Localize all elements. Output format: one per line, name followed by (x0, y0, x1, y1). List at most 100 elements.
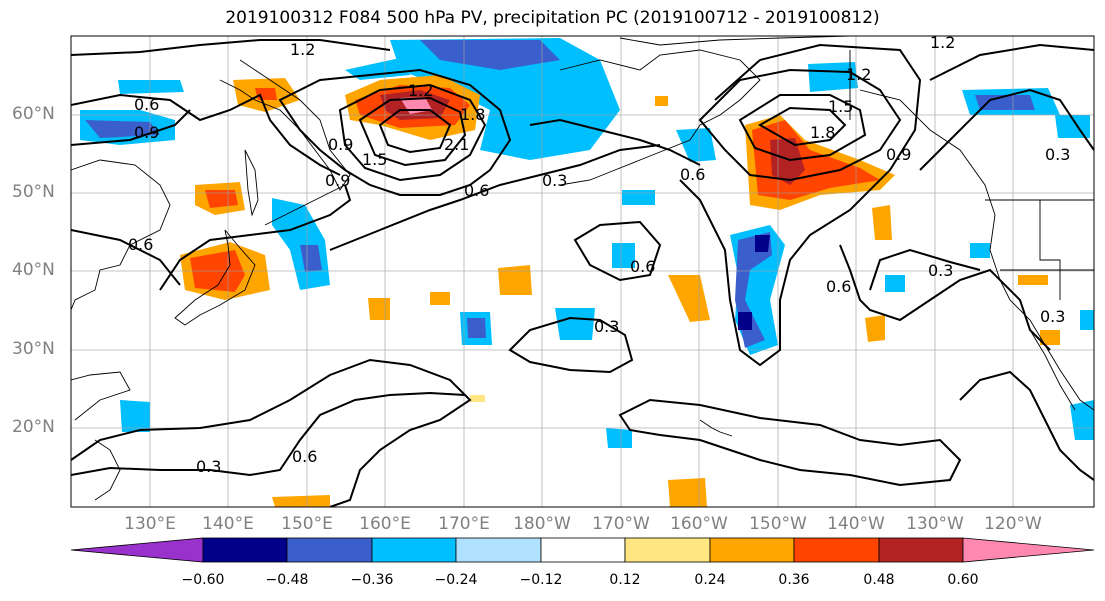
lon-label: 160°W (670, 514, 728, 534)
colorbar-segment (624, 537, 711, 563)
precip-warm-patch (368, 298, 390, 320)
pv-contour (738, 94, 867, 162)
precip-negative-shading (80, 38, 1094, 448)
colorbar-label: −0.48 (265, 572, 309, 588)
precip-warm-patch (470, 395, 485, 402)
pv-contour (529, 118, 701, 166)
pv-contours (71, 39, 1094, 507)
precip-blue-patch (622, 190, 655, 205)
baja-coast (1029, 329, 1076, 411)
precip-blue-patch (85, 120, 160, 138)
coastlines (71, 36, 1094, 501)
lat-label-60n: 60°N (12, 104, 55, 124)
colorbar-label: 0.60 (947, 572, 979, 588)
pv-contour (698, 68, 902, 182)
colorbar-segment (455, 537, 542, 563)
precip-blue-patch (970, 243, 990, 258)
contour-label: 1.8 (810, 123, 835, 142)
pv-contour (71, 39, 391, 56)
precip-blue-patch (755, 235, 770, 252)
colorbar-extend-low (70, 537, 204, 563)
contour-label: 1.5 (362, 150, 387, 169)
colorbar-segment (793, 537, 880, 563)
kuril-islands (264, 184, 346, 226)
colorbar-segment (540, 537, 626, 563)
contour-label: 1.5 (828, 97, 853, 116)
precip-blue-patch (300, 245, 322, 272)
contour-label: 0.3 (196, 457, 221, 476)
lat-label-50n: 50°N (12, 182, 55, 202)
contour-label: 0.3 (594, 317, 619, 336)
border-states (1000, 200, 1094, 300)
precip-blue-patch (467, 318, 486, 338)
pv-contour (618, 398, 962, 487)
precip-blue-patch (345, 58, 410, 80)
colorbar-segment (286, 537, 373, 563)
pv-contour (839, 244, 1051, 351)
lon-label: 160°E (359, 514, 411, 534)
japan-coast (174, 229, 256, 326)
pv-contour (278, 68, 512, 196)
precip-blue-patch (120, 400, 150, 432)
colorbar-segment (878, 537, 964, 563)
contour-label: 0.6 (134, 95, 159, 114)
lon-label: 180°W (513, 514, 571, 534)
precip-warm-patch (872, 205, 892, 240)
contour-label: 1.2 (930, 33, 955, 52)
contour-label: 0.6 (128, 235, 153, 254)
pv-contour (71, 391, 466, 477)
pv-contour (71, 109, 191, 146)
contour-label: 0.9 (886, 145, 911, 164)
kamchatka-coast (219, 59, 351, 191)
taiwan-philippines (94, 439, 121, 501)
pv-contour (358, 96, 467, 167)
contour-label: 0.3 (1045, 145, 1070, 164)
precip-warm-patch (865, 315, 885, 342)
precip-warm-patch (668, 478, 707, 507)
hawaii (699, 419, 733, 437)
precip-blue-patch (606, 428, 632, 448)
asia-coast (71, 159, 171, 311)
lon-label: 140°W (827, 514, 885, 534)
colorbar-label: 0.12 (609, 572, 641, 588)
pv-contour (573, 220, 662, 282)
contour-label: 0.9 (328, 135, 353, 154)
precip-warm-patch (770, 138, 805, 185)
precip-blue-patch (808, 62, 858, 92)
lat-label-30n: 30°N (12, 339, 55, 359)
precip-blue-patch (885, 275, 905, 292)
precip-warm-patch (272, 495, 330, 507)
contour-label: 0.9 (325, 171, 350, 190)
lon-label: 150°W (749, 514, 807, 534)
contour-label: 0.3 (542, 171, 567, 190)
pv-contour (71, 358, 472, 507)
pv-contour (508, 316, 634, 374)
colorbar-label: −0.24 (434, 572, 478, 588)
pv-contour (679, 43, 922, 367)
contour-label: 1.8 (460, 105, 485, 124)
colorbar-label: −0.36 (350, 572, 394, 588)
precip-warm-patch (655, 96, 668, 106)
precip-blue-patch (555, 308, 595, 340)
lon-label: 150°E (281, 514, 333, 534)
pv-contour (959, 370, 1094, 481)
precip-blue-patch (975, 95, 1035, 110)
lon-label: 130°E (124, 514, 176, 534)
pv-contour (71, 93, 341, 176)
graticule (71, 36, 1094, 507)
contour-label: 2.1 (444, 135, 469, 154)
contour-label: 1.2 (846, 65, 871, 84)
precip-blue-patch (390, 38, 620, 160)
pv-contour (929, 43, 1094, 81)
precip-warm-patch (1040, 330, 1060, 345)
contour-label: 0.3 (928, 261, 953, 280)
lon-label: 170°W (592, 514, 650, 534)
contour-labels: 1.2 1.2 0.6 0.9 0.9 1.5 1.2 1.8 2.1 0.9 … (128, 33, 1070, 476)
precip-warm-patch (430, 292, 450, 305)
colorbar-label: −0.12 (519, 572, 563, 588)
contour-label: 0.9 (134, 123, 159, 142)
lon-label: 140°E (202, 514, 254, 534)
colorbar-segment (371, 537, 457, 563)
precip-blue-patch (1080, 310, 1094, 330)
